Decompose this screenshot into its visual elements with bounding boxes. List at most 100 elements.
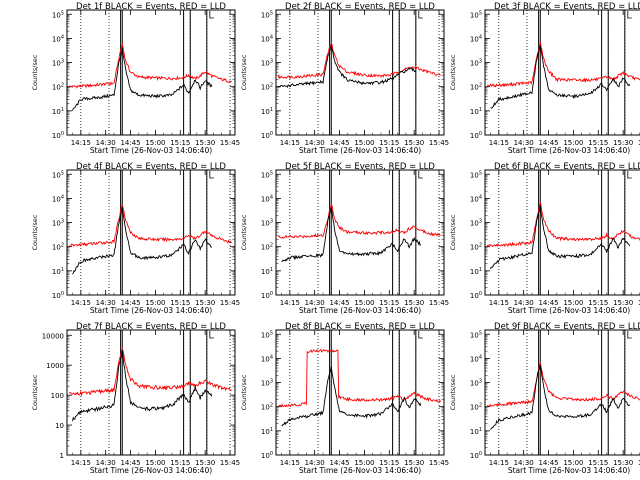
x-tick-label: 15:15 (379, 299, 399, 307)
x-axis-label: Start Time (26-Nov-03 14:06:40) (299, 306, 421, 315)
chart-title: Det 4f BLACK = Events, RED = LLD (76, 162, 226, 172)
y-axis-label: Counts/sec (240, 374, 248, 410)
y-tick-label: 102 (470, 403, 482, 412)
y-axis-label: Counts/sec (449, 54, 457, 90)
chart-title: Det 7f BLACK = Events, RED = LLD (76, 322, 226, 332)
x-tick-label: 14:15 (489, 459, 509, 467)
x-tick-label: 15:30 (195, 459, 215, 467)
marker-bracket (418, 331, 423, 339)
chart-title: Det 2f BLACK = Events, RED = LLD (285, 2, 435, 12)
x-tick-label: 15:00 (145, 459, 165, 467)
y-tick-label: 102 (52, 243, 64, 252)
chart-title: Det 9f BLACK = Events, RED = LLD (494, 322, 640, 332)
y-tick-label: 103 (470, 219, 482, 228)
x-tick-label: 15:45 (220, 459, 240, 467)
series-line-red (277, 42, 441, 80)
x-tick-label: 14:30 (514, 299, 534, 307)
y-tick-label: 105 (261, 330, 273, 339)
x-tick-label: 15:00 (145, 299, 165, 307)
x-tick-label: 14:15 (280, 459, 300, 467)
y-tick-label: 101 (261, 267, 273, 276)
y-tick-label: 105 (261, 10, 273, 19)
panel-det-2: Det 2f BLACK = Events, RED = LLD Counts/s… (240, 2, 449, 155)
plot-frame (66, 329, 236, 456)
series-line-black (281, 366, 422, 426)
chart-title: Det 1f BLACK = Events, RED = LLD (76, 2, 226, 12)
x-tick-label: 15:45 (429, 459, 449, 467)
plot-frame (484, 9, 640, 136)
plot-frame (275, 9, 445, 136)
x-tick-label: 14:15 (280, 139, 300, 147)
panel-det-1: Det 1f BLACK = Events, RED = LLD Counts/s… (31, 2, 240, 155)
x-axis-label: Start Time (26-Nov-03 14:06:40) (508, 146, 630, 155)
y-tick-label: 100 (470, 291, 482, 300)
marker-bracket (209, 331, 214, 339)
x-tick-label: 14:15 (71, 139, 91, 147)
series-line-red (486, 202, 640, 248)
y-tick-label: 100 (51, 392, 64, 400)
y-axis-label: Counts/sec (449, 214, 457, 250)
marker-bracket (627, 331, 632, 339)
x-tick-label: 14:15 (489, 139, 509, 147)
y-tick-label: 102 (52, 83, 64, 92)
x-tick-label: 15:30 (195, 139, 215, 147)
x-tick-label: 15:00 (145, 139, 165, 147)
y-tick-label: 105 (52, 170, 64, 179)
x-tick-label: 15:45 (638, 459, 640, 467)
y-tick-label: 101 (52, 107, 64, 116)
y-tick-label: 1 (60, 452, 64, 460)
series-line-red (278, 348, 442, 408)
y-tick-label: 105 (261, 170, 273, 179)
series-line-red (68, 204, 232, 248)
y-tick-label: 103 (470, 59, 482, 68)
y-axis-label: Counts/sec (449, 374, 457, 410)
x-tick-label: 15:45 (638, 299, 640, 307)
plot-frame (66, 9, 236, 136)
y-tick-label: 100 (261, 451, 273, 460)
marker-bracket (627, 11, 632, 19)
x-tick-label: 14:30 (514, 139, 534, 147)
y-tick-label: 103 (261, 219, 273, 228)
y-tick-label: 101 (470, 267, 482, 276)
y-tick-label: 101 (470, 427, 482, 436)
y-tick-label: 104 (470, 194, 482, 203)
y-tick-label: 100 (470, 451, 482, 460)
x-tick-label: 15:15 (379, 139, 399, 147)
panel-det-7: Det 7f BLACK = Events, RED = LLD Counts/s… (31, 322, 240, 475)
x-tick-label: 15:30 (613, 139, 633, 147)
chart-title: Det 6f BLACK = Events, RED = LLD (494, 162, 640, 172)
y-tick-label: 102 (470, 243, 482, 252)
y-tick-label: 101 (261, 427, 273, 436)
series-line-red (486, 41, 640, 88)
panel-det-3: Det 3f BLACK = Events, RED = LLD Counts/s… (449, 2, 640, 155)
y-axis-label: Counts/sec (31, 374, 39, 410)
x-tick-label: 15:45 (429, 299, 449, 307)
x-tick-label: 15:00 (354, 459, 374, 467)
y-tick-label: 102 (470, 83, 482, 92)
series-line-red (68, 347, 232, 397)
x-tick-label: 15:15 (588, 459, 608, 467)
y-tick-label: 104 (52, 194, 64, 203)
x-tick-label: 15:00 (354, 139, 374, 147)
y-axis-label: Counts/sec (240, 214, 248, 250)
y-tick-label: 104 (261, 34, 273, 43)
y-tick-label: 101 (52, 267, 64, 276)
y-tick-label: 104 (261, 194, 273, 203)
x-tick-label: 14:45 (120, 139, 140, 147)
y-tick-label: 101 (470, 107, 482, 116)
x-tick-label: 15:15 (170, 299, 190, 307)
x-tick-label: 15:00 (354, 299, 374, 307)
y-tick-label: 103 (261, 379, 273, 388)
y-tick-label: 102 (261, 243, 273, 252)
x-tick-label: 14:15 (280, 299, 300, 307)
x-tick-label: 14:45 (120, 299, 140, 307)
y-tick-label: 104 (261, 354, 273, 363)
series-line-black (277, 43, 416, 89)
x-tick-label: 15:15 (379, 459, 399, 467)
x-tick-label: 15:15 (588, 299, 608, 307)
x-tick-label: 15:30 (195, 299, 215, 307)
x-tick-label: 15:45 (220, 139, 240, 147)
x-tick-label: 15:15 (170, 139, 190, 147)
series-line-red (487, 361, 640, 408)
